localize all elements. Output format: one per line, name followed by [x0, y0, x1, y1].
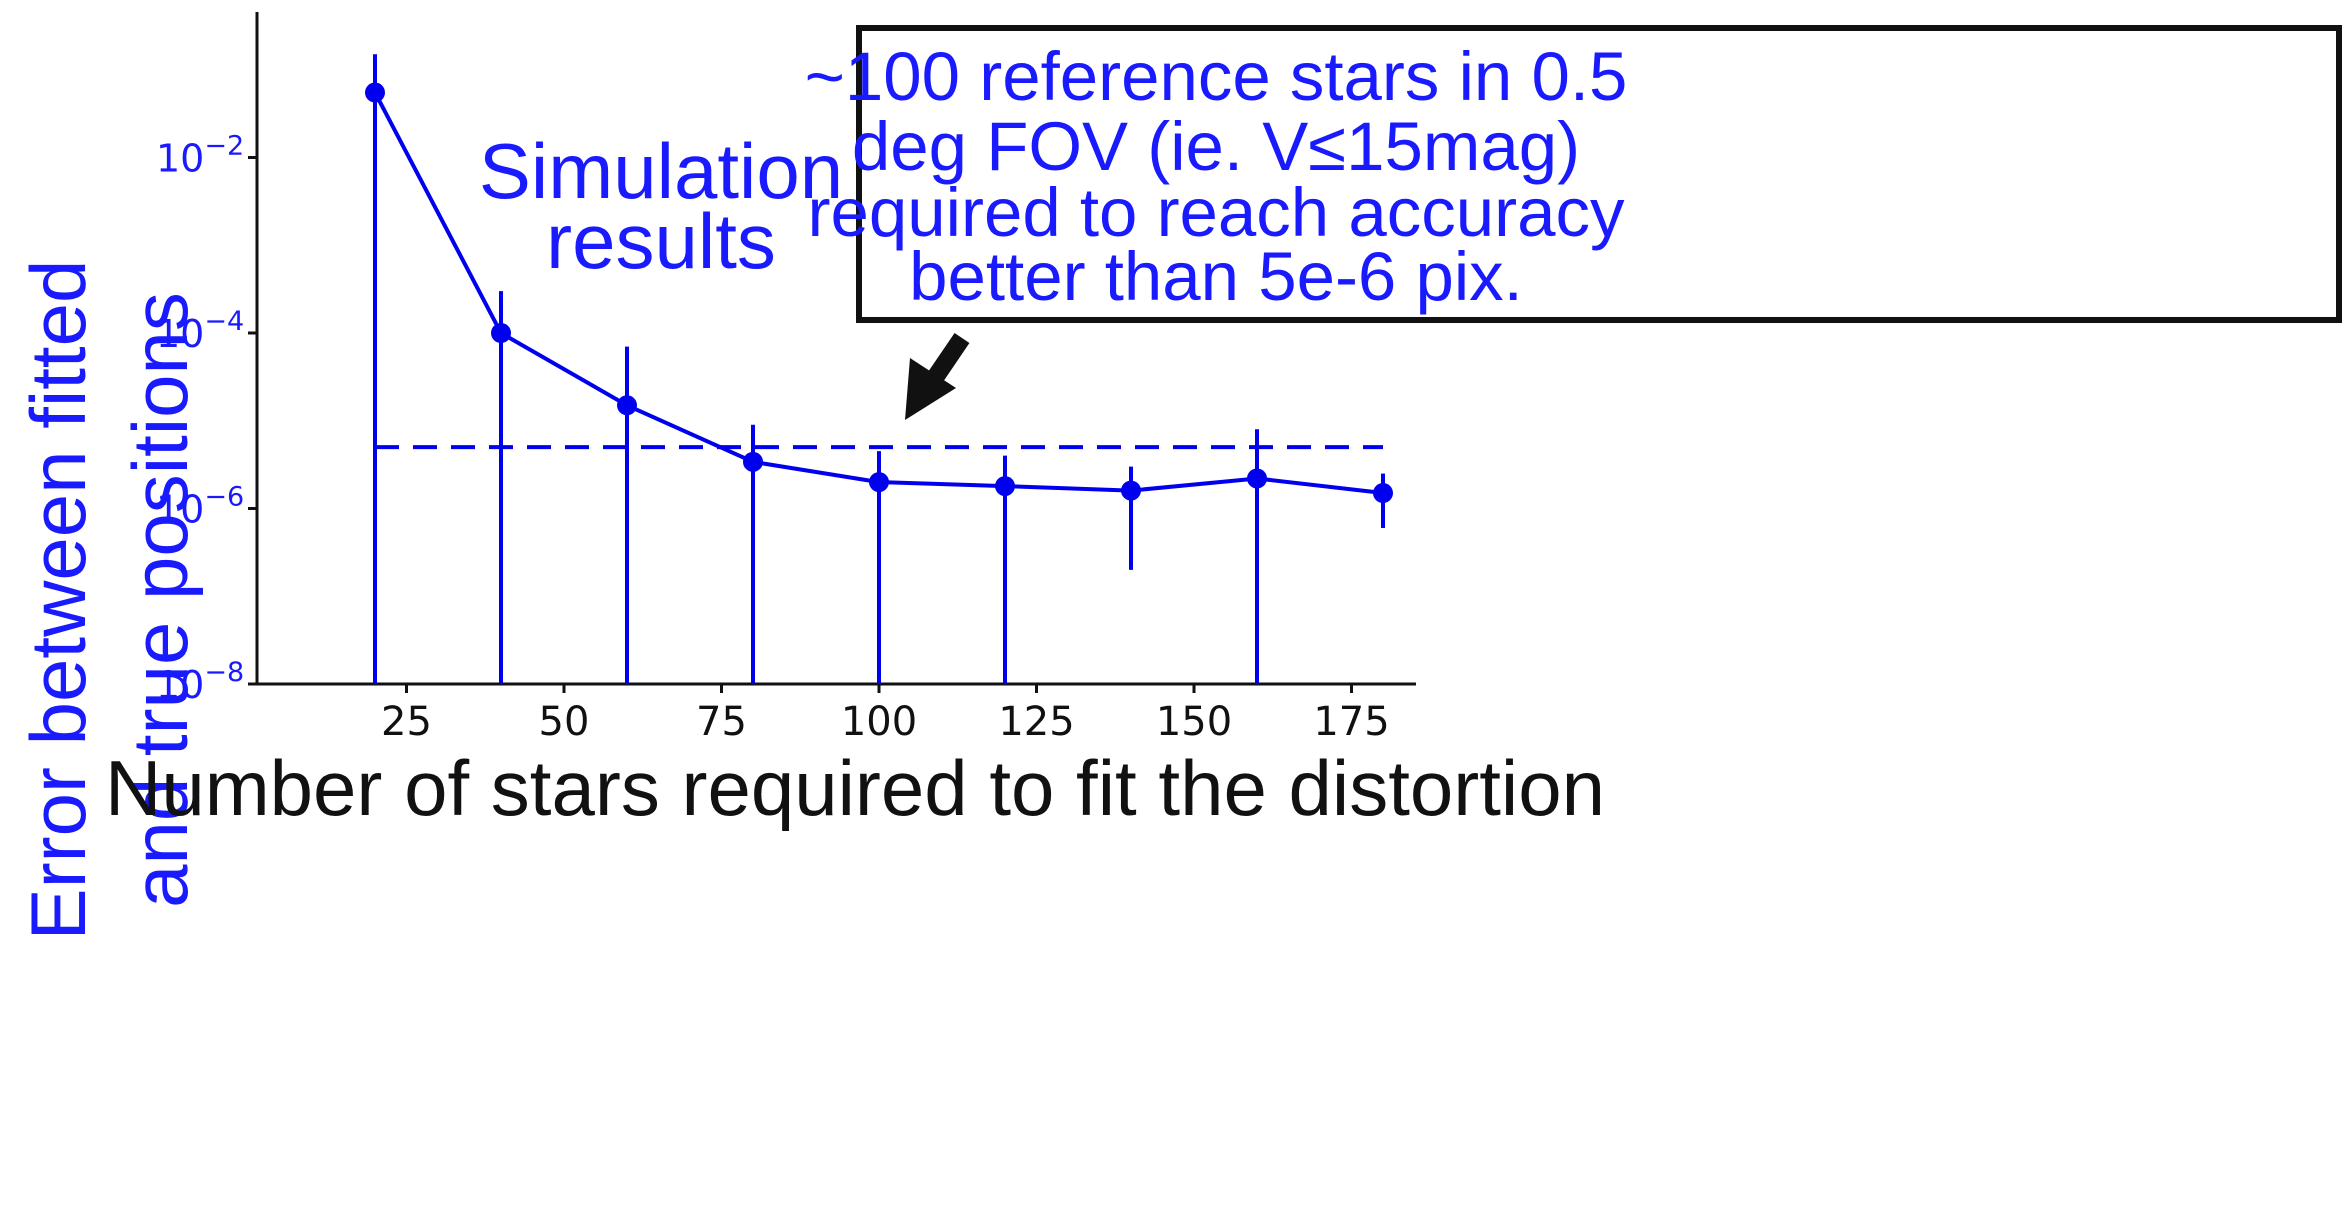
callout-line-4: better than 5e-6 pix.	[909, 238, 1523, 315]
y-tick-exponent: −2	[204, 131, 244, 162]
callout-box-border	[856, 25, 2342, 323]
data-point	[995, 476, 1015, 497]
data-point	[1373, 483, 1393, 504]
callout-line-1: ~100 reference stars in 0.5	[805, 38, 1628, 115]
callout-line-3: required to reach accuracy	[808, 174, 1625, 251]
data-point	[1247, 468, 1267, 489]
data-point	[491, 323, 511, 343]
data-markers	[365, 82, 1393, 504]
y-axis-label-line-1: Error between fitted	[14, 260, 102, 941]
x-ticks: 25 50 75 100 125 150 175	[381, 684, 1390, 745]
data-point	[743, 451, 763, 472]
simulation-label-line-1: Simulation	[479, 127, 843, 215]
y-tick-exponent: −4	[204, 306, 244, 337]
x-tick-label: 125	[998, 699, 1074, 745]
y-tick-label: 10−2	[156, 131, 244, 181]
data-point	[617, 395, 637, 416]
callout-line-2: deg FOV (ie. V≤15mag)	[852, 108, 1580, 185]
callout-arrow	[905, 332, 970, 420]
y-tick-label: 10−6	[156, 482, 244, 532]
data-point	[869, 472, 889, 493]
simulation-annotation: Simulation results	[479, 127, 843, 285]
x-tick-label: 175	[1313, 699, 1389, 745]
data-point	[365, 82, 385, 103]
x-tick-label: 25	[381, 699, 432, 745]
y-tick-exponent: −6	[204, 482, 244, 513]
y-tick-exponent: −8	[204, 657, 244, 688]
y-tick-label: 10−8	[156, 657, 244, 707]
callout-box: ~100 reference stars in 0.5 deg FOV (ie.…	[805, 25, 2342, 323]
simulation-label-line-2: results	[546, 197, 776, 285]
x-tick-label: 75	[696, 699, 747, 745]
x-tick-label: 100	[841, 699, 917, 745]
data-point	[1121, 480, 1141, 501]
y-axis-label: Error between fitted and true positions	[14, 260, 204, 941]
y-tick-label: 10−4	[156, 306, 244, 356]
x-tick-label: 50	[539, 699, 590, 745]
x-tick-label: 150	[1156, 699, 1232, 745]
y-axis-label-line-2: and true positions	[116, 292, 204, 908]
x-axis-label: Number of stars required to fit the dist…	[105, 744, 1605, 832]
